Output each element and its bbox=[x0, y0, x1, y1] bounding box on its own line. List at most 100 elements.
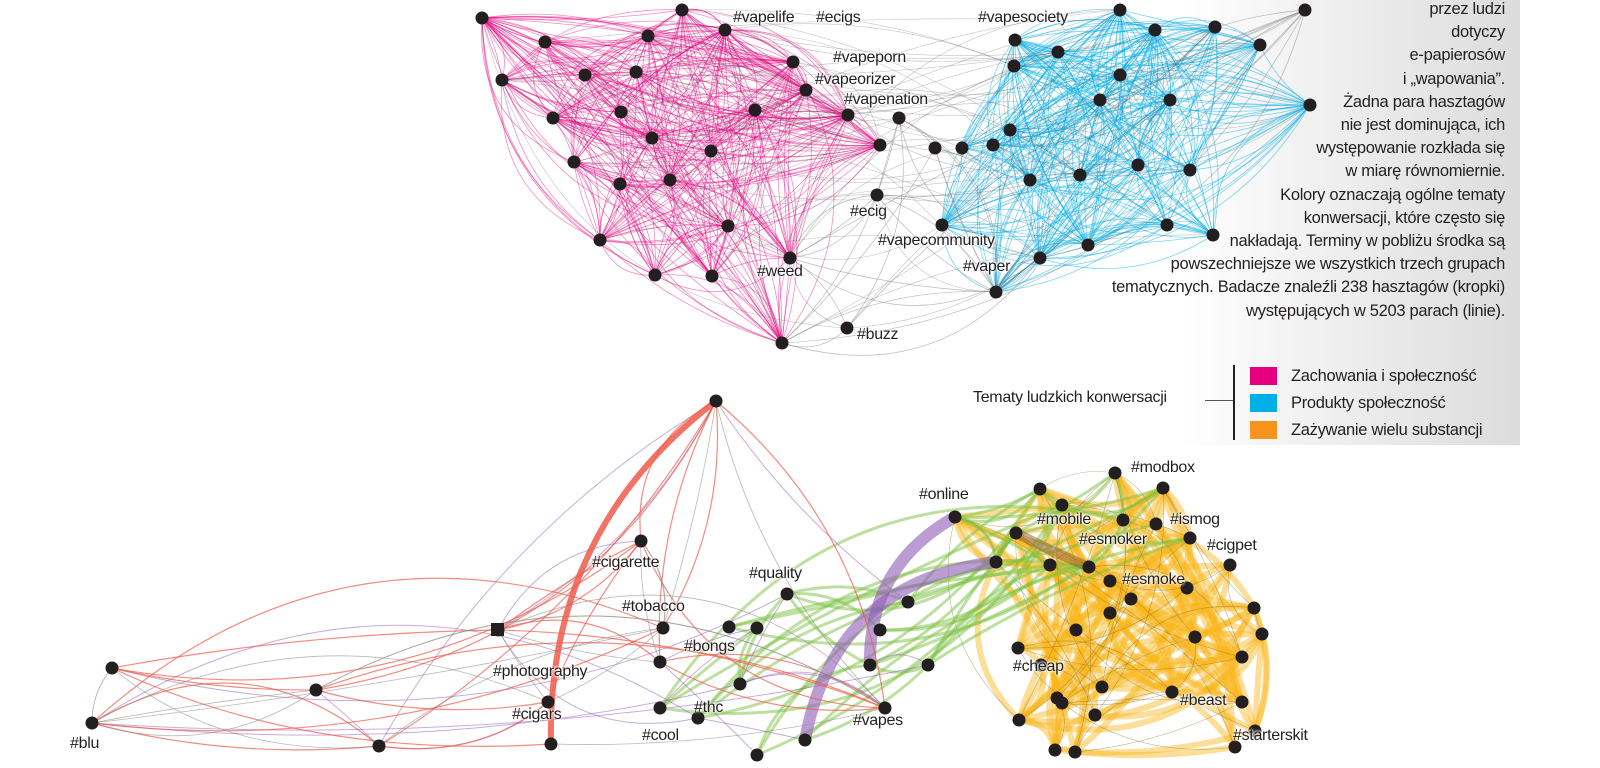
network-edge bbox=[898, 117, 997, 293]
description-line: i „wapowania”. bbox=[1402, 69, 1505, 88]
network-edge bbox=[573, 35, 649, 163]
hashtag-node bbox=[1124, 592, 1138, 606]
network-edge bbox=[573, 35, 649, 163]
network-edge bbox=[995, 44, 1261, 293]
network-edge bbox=[724, 29, 756, 111]
hashtag-label: #vapesociety bbox=[978, 9, 1068, 26]
network-edge bbox=[1122, 519, 1188, 589]
network-edge bbox=[572, 35, 649, 163]
network-edge bbox=[620, 9, 683, 113]
network-edge bbox=[1087, 99, 1106, 246]
network-edge bbox=[481, 13, 649, 37]
network-edge bbox=[995, 74, 1121, 293]
network-edge bbox=[481, 17, 656, 276]
network-edge bbox=[876, 117, 900, 196]
network-edge bbox=[1029, 179, 1168, 234]
network-edge bbox=[1061, 504, 1191, 539]
network-edge bbox=[754, 93, 1081, 176]
network-edge bbox=[710, 104, 849, 152]
network-edge bbox=[481, 17, 849, 143]
network-edge bbox=[654, 235, 1041, 276]
network-edge bbox=[599, 224, 729, 241]
network-edge bbox=[669, 179, 791, 259]
network-edge bbox=[647, 35, 881, 146]
network-edge bbox=[846, 9, 1306, 329]
network-edge bbox=[669, 109, 756, 181]
network-edge bbox=[1119, 74, 1311, 124]
network-edge bbox=[111, 667, 317, 691]
hashtag-node bbox=[986, 138, 1000, 152]
hashtag-node bbox=[309, 683, 323, 697]
hashtag-node bbox=[799, 83, 813, 97]
network-edge bbox=[599, 144, 881, 241]
network-edge bbox=[599, 71, 637, 241]
network-edge bbox=[1090, 9, 1121, 101]
hashtag-node bbox=[541, 695, 555, 709]
network-edge bbox=[1166, 104, 1311, 226]
hashtag-node bbox=[634, 534, 648, 548]
network-edge bbox=[1013, 26, 1216, 67]
network-edge bbox=[481, 17, 653, 139]
network-edge bbox=[711, 61, 794, 277]
network-edge bbox=[727, 225, 791, 259]
hashtag-label: #vapecommunity bbox=[878, 232, 995, 249]
network-edge bbox=[1154, 20, 1261, 46]
network-edge bbox=[1099, 29, 1156, 101]
network-edge bbox=[315, 642, 886, 709]
hashtag-node bbox=[641, 29, 655, 43]
network-edge bbox=[995, 129, 1033, 293]
network-edge bbox=[1039, 104, 1311, 259]
network-edge bbox=[1039, 26, 1216, 259]
network-edge bbox=[1038, 535, 1192, 667]
network-edge bbox=[651, 89, 807, 139]
network-edge bbox=[654, 139, 994, 276]
network-edge bbox=[1014, 9, 1121, 41]
network-edge bbox=[846, 117, 904, 329]
network-edge bbox=[1094, 487, 1165, 716]
network-edge bbox=[1109, 537, 1191, 614]
network-edge bbox=[954, 472, 1116, 527]
hashtag-node bbox=[578, 68, 592, 82]
network-edge bbox=[544, 41, 656, 276]
network-edge bbox=[635, 59, 849, 116]
network-edge bbox=[724, 29, 794, 63]
network-edge bbox=[1040, 664, 1096, 716]
network-edge bbox=[738, 592, 789, 685]
network-edge bbox=[992, 144, 1214, 236]
network-edge bbox=[635, 51, 1059, 76]
network-edge bbox=[934, 147, 997, 293]
network-edge bbox=[879, 563, 1052, 632]
network-edge bbox=[501, 79, 653, 139]
network-edge bbox=[715, 400, 886, 709]
network-edge bbox=[1013, 22, 1156, 67]
network-edge bbox=[573, 29, 726, 163]
hashtag-node bbox=[495, 73, 509, 87]
network-edge bbox=[481, 17, 794, 63]
hashtag-node bbox=[733, 677, 747, 691]
network-edge bbox=[681, 9, 791, 259]
network-edge bbox=[573, 161, 656, 276]
network-edge bbox=[647, 35, 671, 181]
hashtag-node bbox=[1235, 650, 1249, 664]
network-edge bbox=[619, 183, 656, 276]
network-edge bbox=[481, 16, 881, 146]
description-line: nakładają. Terminy w pobliżu środka są bbox=[1229, 232, 1506, 251]
network-edge bbox=[544, 41, 807, 91]
legend-item: Zachowania i społeczność bbox=[1250, 365, 1477, 387]
network-edge bbox=[552, 35, 649, 119]
network-edge bbox=[1119, 70, 1311, 106]
network-edge bbox=[992, 99, 1101, 146]
hashtag-node bbox=[1188, 630, 1202, 644]
network-edge bbox=[722, 61, 794, 227]
hashtag-label: #starterskit bbox=[1233, 727, 1308, 744]
network-edge bbox=[1013, 65, 1139, 166]
network-edge bbox=[669, 61, 794, 181]
network-edge bbox=[619, 144, 881, 188]
network-edge bbox=[727, 61, 794, 227]
network-edge bbox=[1014, 19, 1156, 41]
hashtag-node bbox=[1055, 696, 1069, 710]
network-edge bbox=[599, 89, 807, 241]
network-edge bbox=[992, 74, 1121, 293]
network-edge bbox=[1017, 610, 1112, 651]
network-edge bbox=[619, 9, 683, 185]
